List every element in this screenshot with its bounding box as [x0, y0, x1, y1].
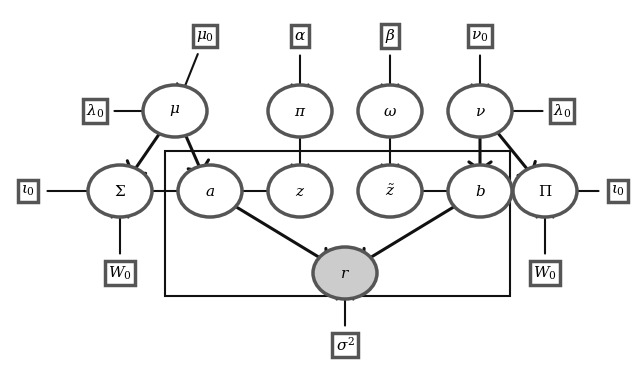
- Text: $\Sigma$: $\Sigma$: [114, 184, 126, 199]
- Text: $\alpha$: $\alpha$: [294, 29, 306, 43]
- Text: $\lambda_0$: $\lambda_0$: [553, 102, 571, 120]
- FancyArrowPatch shape: [469, 130, 491, 170]
- Text: $\iota_0$: $\iota_0$: [21, 184, 35, 199]
- Ellipse shape: [143, 85, 207, 137]
- Ellipse shape: [448, 85, 512, 137]
- FancyArrowPatch shape: [410, 182, 460, 199]
- FancyArrowPatch shape: [337, 294, 353, 325]
- FancyArrowPatch shape: [292, 130, 308, 170]
- Text: $\pi$: $\pi$: [294, 104, 306, 118]
- Text: $\mu_0$: $\mu_0$: [196, 29, 214, 43]
- FancyArrowPatch shape: [537, 212, 554, 253]
- Ellipse shape: [178, 165, 242, 217]
- Text: $\tilde{z}$: $\tilde{z}$: [385, 183, 395, 199]
- FancyArrowPatch shape: [500, 182, 525, 199]
- Ellipse shape: [448, 165, 512, 217]
- Text: $a$: $a$: [205, 184, 215, 199]
- Ellipse shape: [358, 85, 422, 137]
- FancyArrowPatch shape: [115, 102, 154, 119]
- FancyArrowPatch shape: [183, 129, 209, 171]
- Text: $\omega$: $\omega$: [383, 104, 397, 118]
- FancyArrowPatch shape: [472, 56, 488, 90]
- Text: $\beta$: $\beta$: [385, 27, 396, 45]
- Ellipse shape: [268, 165, 332, 217]
- FancyArrowPatch shape: [111, 212, 129, 253]
- FancyArrowPatch shape: [230, 182, 280, 199]
- Text: $\nu$: $\nu$: [474, 104, 486, 118]
- FancyArrowPatch shape: [227, 201, 327, 267]
- FancyArrowPatch shape: [177, 54, 198, 92]
- Text: $z$: $z$: [295, 184, 305, 199]
- Text: $W_0$: $W_0$: [108, 264, 132, 282]
- FancyArrowPatch shape: [492, 126, 535, 175]
- FancyArrowPatch shape: [140, 182, 189, 199]
- Text: $\sigma^2$: $\sigma^2$: [335, 336, 355, 354]
- Text: $b$: $b$: [475, 184, 485, 199]
- Text: $\mu$: $\mu$: [170, 104, 180, 118]
- Ellipse shape: [513, 165, 577, 217]
- Text: $\lambda_0$: $\lambda_0$: [86, 102, 104, 120]
- FancyArrowPatch shape: [292, 56, 308, 90]
- Ellipse shape: [358, 165, 422, 217]
- FancyArrowPatch shape: [364, 201, 463, 267]
- Text: $W_0$: $W_0$: [533, 264, 557, 282]
- Ellipse shape: [88, 165, 152, 217]
- Ellipse shape: [313, 247, 377, 299]
- Text: $\Pi$: $\Pi$: [538, 184, 552, 199]
- FancyArrowPatch shape: [566, 182, 598, 199]
- FancyArrowPatch shape: [127, 127, 164, 173]
- Bar: [165, 151, 510, 296]
- Ellipse shape: [268, 85, 332, 137]
- Text: $r$: $r$: [340, 266, 350, 280]
- FancyArrowPatch shape: [500, 102, 543, 119]
- FancyArrowPatch shape: [47, 182, 99, 199]
- Text: $\nu_0$: $\nu_0$: [471, 29, 489, 43]
- Text: $\iota_0$: $\iota_0$: [611, 184, 625, 199]
- FancyArrowPatch shape: [381, 130, 398, 170]
- FancyArrowPatch shape: [381, 56, 398, 90]
